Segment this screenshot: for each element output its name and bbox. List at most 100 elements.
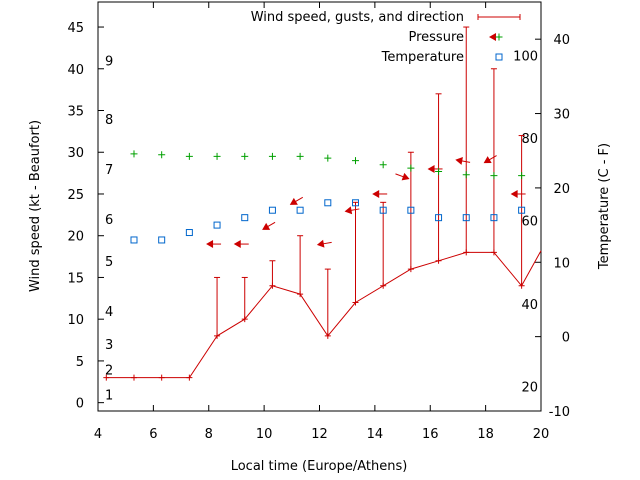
wind-speed-point [241, 316, 248, 323]
fahrenheit-label: 80 [521, 132, 538, 147]
beaufort-label: 9 [105, 54, 113, 69]
wind-direction-arrow [510, 189, 526, 198]
wind-direction-arrow [233, 240, 249, 249]
arrow-head [455, 156, 463, 165]
arrow-head [483, 156, 492, 164]
y-tick-label: 25 [67, 188, 84, 203]
temperature-point [379, 206, 387, 214]
pressure-point [518, 172, 526, 180]
fahrenheit-label: 20 [521, 380, 538, 395]
x-axis-label: Local time (Europe/Athens) [231, 459, 408, 474]
y2-tick-label: 0 [562, 331, 570, 346]
y-axis-label: Wind speed (kt - Beaufort) [28, 120, 43, 292]
arrow-head [206, 240, 214, 249]
wind-speed-point [380, 282, 387, 289]
wind-speed-point [130, 374, 137, 381]
wind-direction-arrow [372, 189, 388, 198]
y-tick-label: 0 [76, 397, 84, 412]
pressure-point [130, 150, 138, 158]
y-tick-label: 20 [67, 230, 84, 245]
y2-tick-label: 20 [553, 182, 570, 197]
temperature-point [435, 214, 443, 222]
arrow-head [289, 197, 298, 205]
wind-speed-point [490, 249, 497, 256]
temperature-point [490, 214, 498, 222]
legend-label-pressure: Pressure [408, 30, 464, 45]
beaufort-label: 6 [105, 213, 113, 228]
temperature-point [130, 236, 138, 244]
wind-speed-point [269, 282, 276, 289]
y2-tick-label: 30 [553, 108, 570, 123]
arrow-head [510, 189, 518, 198]
axes: 4 6 8 10 12 14 16 18 20051015202530354045-100102… [67, 2, 570, 442]
data-marks [103, 26, 542, 381]
x-tick-label: 12 [311, 427, 328, 442]
beaufort-label: 8 [105, 113, 113, 128]
pressure-point [268, 152, 276, 160]
legend-label-temperature: Temperature [381, 50, 464, 65]
temperature-point [462, 214, 470, 222]
pressure-point [158, 151, 166, 159]
beaufort-label: 7 [105, 163, 113, 178]
temperature-point [296, 206, 304, 214]
wind-speed-point [324, 332, 331, 339]
pressure-point [213, 152, 221, 160]
beaufort-label: 1 [105, 388, 113, 403]
arrow-head [262, 222, 271, 230]
temperature-point [241, 214, 249, 222]
wind-direction-arrow [206, 240, 222, 249]
temperature-point [407, 206, 415, 214]
temperature-point [268, 206, 276, 214]
x-tick-label: 16 [422, 427, 439, 442]
temperature-point [351, 199, 359, 207]
wind-direction-arrow [455, 156, 471, 165]
wind-speed-point [214, 332, 221, 339]
y-tick-label: 40 [67, 63, 84, 78]
fahrenheit-label: 100 [513, 50, 538, 65]
wind-speed-point [518, 282, 525, 289]
legend-swatch-temperature [495, 53, 503, 61]
arrow-head [372, 189, 380, 198]
wind-direction-arrow [427, 164, 443, 173]
temperature-point [158, 236, 166, 244]
y-tick-label: 5 [76, 355, 84, 370]
pressure-point [241, 152, 249, 160]
pressure-point [379, 161, 387, 169]
arrow-head [427, 164, 435, 173]
wind-direction-arrow [316, 239, 332, 248]
x-tick-label: 4 [94, 427, 102, 442]
temperature-point [185, 229, 193, 237]
x-tick-label: 18 [477, 427, 494, 442]
wind-direction-arrow [395, 172, 410, 181]
y-tick-label: 15 [67, 271, 84, 286]
y2-tick-label: 40 [553, 33, 570, 48]
fahrenheit-label: 60 [521, 215, 538, 230]
wind-speed-point [158, 374, 165, 381]
wind-direction-arrow [289, 196, 304, 205]
pressure-point [407, 164, 415, 172]
beaufort-label: 4 [105, 305, 113, 320]
pressure-point [462, 171, 470, 179]
temperature-point [324, 199, 332, 207]
x-tick-label: 14 [367, 427, 384, 442]
pressure-point [435, 167, 443, 175]
x-tick-label: 6 [149, 427, 157, 442]
beaufort-label: 3 [105, 338, 113, 353]
pressure-point [351, 157, 359, 165]
y2-axis-label: Temperature (C - F) [597, 143, 612, 270]
beaufort-label: 2 [105, 363, 113, 378]
pressure-point [324, 154, 332, 162]
wind-direction-arrow [483, 155, 497, 164]
x-tick-label: 10 [256, 427, 273, 442]
temperature-point [213, 221, 221, 229]
x-tick-label: 8 [205, 427, 213, 442]
legend-swatch-pressure [495, 33, 503, 41]
y2-tick-label: 10 [553, 256, 570, 271]
wind-direction-arrow [262, 221, 276, 230]
wind-speed-point [463, 249, 470, 256]
x-tick-label: 20 [533, 427, 550, 442]
beaufort-label: 5 [105, 255, 113, 270]
wind-speed-point [352, 299, 359, 306]
